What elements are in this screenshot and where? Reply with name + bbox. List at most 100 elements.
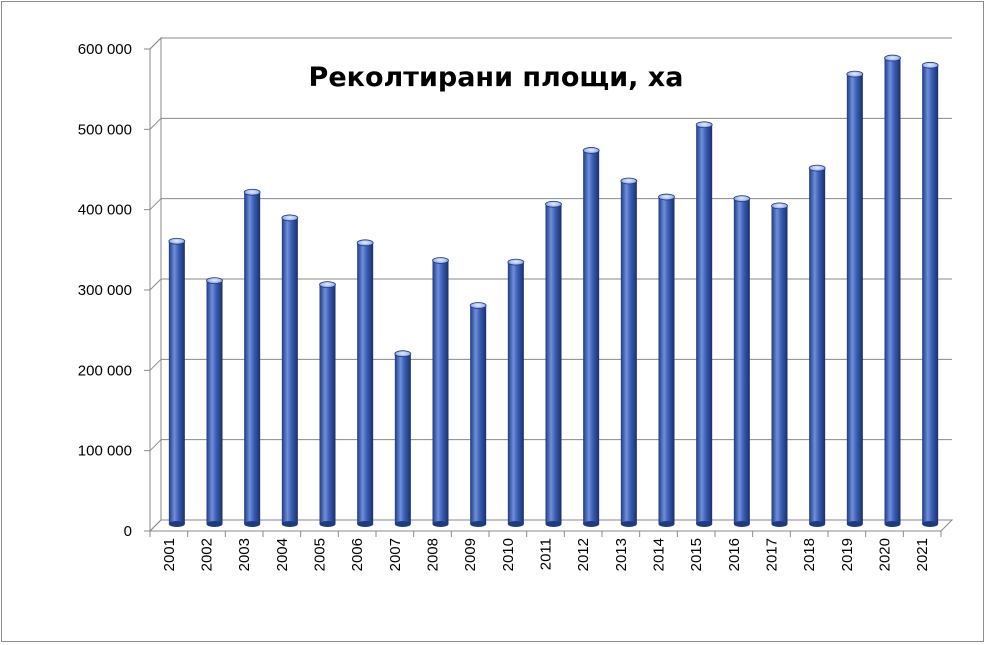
bar xyxy=(168,237,186,527)
bar-cap xyxy=(733,195,751,203)
bar-body xyxy=(545,204,562,525)
x-tick-label: 2018 xyxy=(801,538,818,571)
bar-base xyxy=(922,521,939,527)
y-tick-label: 200 000 xyxy=(78,362,132,379)
bar-cap xyxy=(243,188,261,196)
bar xyxy=(545,200,562,527)
bar xyxy=(846,70,864,527)
bar-cap xyxy=(206,277,223,284)
bar-body xyxy=(206,280,223,524)
y-axis-ticks: 0 100 000 200 000 300 000 400 000 500 000 600 … xyxy=(78,41,150,540)
bar-base xyxy=(733,521,750,527)
grid-line-side xyxy=(149,198,162,211)
bar-body xyxy=(922,65,939,525)
bar-cap xyxy=(921,61,939,69)
bar xyxy=(432,257,449,527)
bar-base xyxy=(696,521,713,527)
grid-line-side xyxy=(149,278,162,291)
bar-body xyxy=(733,198,750,524)
bar xyxy=(281,214,299,527)
bar-body xyxy=(771,205,788,524)
bar-body xyxy=(281,217,298,524)
bar-cap xyxy=(432,257,449,264)
x-tick-label: 2003 xyxy=(236,538,253,571)
x-tick-label: 2021 xyxy=(914,538,931,571)
bar-cap xyxy=(771,202,788,210)
bar-cap xyxy=(507,258,525,266)
bar-cap xyxy=(620,177,638,185)
bar-body xyxy=(846,74,863,524)
bar-cap xyxy=(545,200,562,208)
bars xyxy=(168,54,939,527)
bar-base xyxy=(884,521,901,527)
bar-cap xyxy=(469,302,487,309)
x-tick-label: 2016 xyxy=(726,538,743,571)
x-tick-label: 2012 xyxy=(575,538,592,571)
bar-base xyxy=(809,521,826,527)
grid-line-side xyxy=(149,358,162,371)
bar-base xyxy=(771,521,788,527)
bar-cap xyxy=(168,237,186,245)
bar xyxy=(695,121,713,527)
bar-base xyxy=(507,521,524,527)
x-tick-label: 2011 xyxy=(538,538,555,570)
x-tick-label: 2009 xyxy=(462,538,479,571)
x-tick-label: 2005 xyxy=(312,538,329,571)
bar-body xyxy=(620,180,637,524)
bar-base xyxy=(620,521,637,527)
x-tick-label: 2013 xyxy=(613,538,630,571)
bar xyxy=(356,239,374,527)
bar xyxy=(507,258,525,527)
grid-line-side xyxy=(149,519,162,532)
x-tick-label: 2002 xyxy=(199,538,216,571)
x-axis-ticks: 2001 2002 2003 2004 2005 2006 2007 2008 2009 2010… xyxy=(149,531,942,571)
bar xyxy=(582,147,600,527)
grid-line-side xyxy=(149,439,162,452)
x-tick-label: 2010 xyxy=(500,538,517,571)
y-tick-label: 500 000 xyxy=(78,121,132,138)
x-tick-label: 2006 xyxy=(349,538,366,571)
bar-base xyxy=(168,521,185,527)
bar-cap xyxy=(846,70,864,78)
bar-base xyxy=(583,521,600,527)
bar xyxy=(243,188,261,527)
x-tick-label: 2001 xyxy=(161,538,178,571)
bar xyxy=(921,61,939,527)
y-tick-label: 0 xyxy=(124,523,132,540)
x-tick-label: 2015 xyxy=(688,538,705,571)
bar-body xyxy=(809,168,826,524)
bar-body xyxy=(470,305,487,524)
grid-line-side xyxy=(149,37,162,50)
bar-cap xyxy=(658,193,675,201)
bar-body xyxy=(696,124,713,524)
bar-base xyxy=(470,521,487,527)
bar-body xyxy=(394,353,411,524)
x-tick-label: 2008 xyxy=(425,538,442,571)
y-tick-label: 600 000 xyxy=(78,41,132,58)
bar-cap xyxy=(319,281,336,289)
bar xyxy=(469,302,487,527)
chart-title: Реколтирани площи, ха xyxy=(309,62,684,93)
bar-body xyxy=(583,150,600,524)
bar xyxy=(206,277,223,527)
bar-base xyxy=(432,521,449,527)
bar xyxy=(884,54,901,527)
bar-base xyxy=(357,521,374,527)
bar-cap xyxy=(582,147,600,154)
bar-base xyxy=(846,521,863,527)
bar-cap xyxy=(356,239,374,247)
bar-base xyxy=(545,521,562,527)
bar-body xyxy=(884,58,901,525)
bar xyxy=(620,177,638,527)
x-tick-label: 2019 xyxy=(839,538,856,571)
y-tick-label: 100 000 xyxy=(78,443,132,460)
bar-base xyxy=(658,521,675,527)
bar-base xyxy=(244,521,261,527)
bar-cap xyxy=(394,350,412,358)
bar xyxy=(733,195,751,527)
x-tick-label: 2014 xyxy=(651,538,668,571)
bar xyxy=(658,193,675,527)
y-tick-label: 300 000 xyxy=(78,282,132,299)
grid-line-side xyxy=(149,117,162,130)
